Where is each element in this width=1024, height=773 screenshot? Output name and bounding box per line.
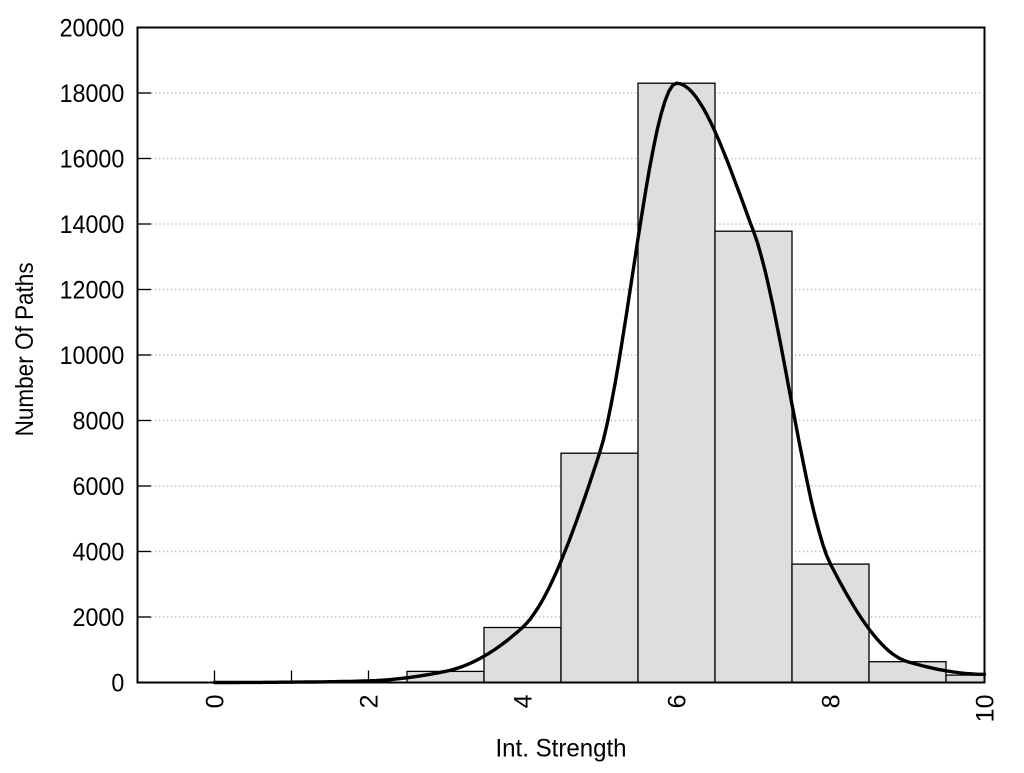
svg-text:14000: 14000 — [60, 211, 125, 239]
svg-text:0: 0 — [111, 670, 124, 698]
svg-text:20000: 20000 — [60, 15, 125, 43]
svg-text:0: 0 — [202, 695, 230, 709]
svg-text:6000: 6000 — [73, 473, 125, 501]
svg-text:Number Of Paths: Number Of Paths — [11, 262, 39, 436]
svg-text:10000: 10000 — [60, 342, 125, 370]
svg-text:6: 6 — [664, 695, 692, 709]
svg-text:8000: 8000 — [73, 408, 125, 436]
svg-text:16000: 16000 — [60, 146, 125, 174]
svg-text:8: 8 — [818, 695, 846, 709]
svg-text:2000: 2000 — [73, 604, 125, 632]
svg-text:Int. Strength: Int. Strength — [496, 735, 627, 763]
svg-text:10: 10 — [972, 695, 1000, 723]
svg-text:2: 2 — [356, 695, 384, 709]
svg-text:4000: 4000 — [73, 539, 125, 567]
svg-text:18000: 18000 — [60, 80, 125, 108]
svg-text:12000: 12000 — [60, 277, 125, 305]
svg-text:4: 4 — [510, 694, 538, 708]
